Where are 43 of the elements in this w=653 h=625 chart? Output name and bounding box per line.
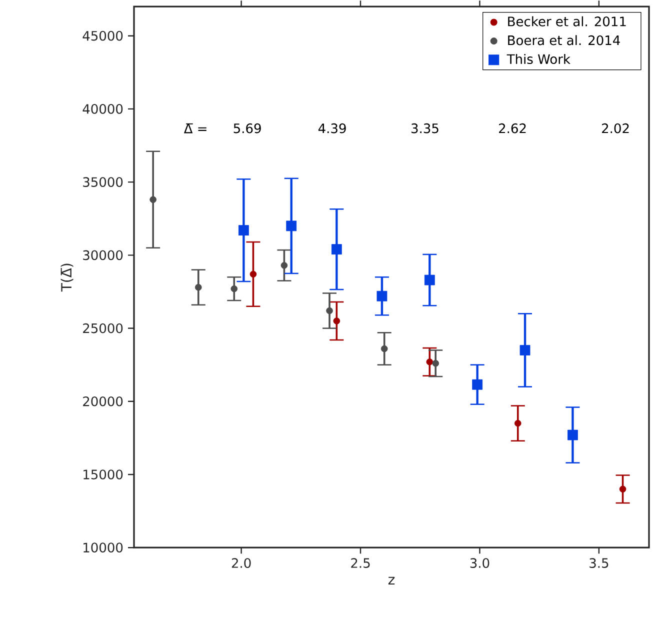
point <box>568 430 578 440</box>
point <box>333 318 340 325</box>
y-axis-title: T(Δ̅) <box>60 264 74 292</box>
x-tick-label: 3.5 <box>590 558 608 568</box>
y-tick-label: 25000 <box>83 324 123 334</box>
y-tick-label: 35000 <box>83 177 123 188</box>
annotation: 5.69 <box>234 124 261 134</box>
point <box>286 220 297 232</box>
y-tick-label: 40000 <box>82 104 123 114</box>
x-axis-title: z <box>388 577 395 585</box>
point <box>230 286 238 292</box>
point <box>326 308 333 314</box>
x-tick-label: 2.5 <box>351 558 370 568</box>
point <box>238 225 249 236</box>
x-tick-label: 2.0 <box>232 558 251 568</box>
point <box>424 275 435 286</box>
legend-label: Becker et al. 2011 <box>508 16 626 27</box>
point <box>619 486 626 493</box>
annotation: 4.39 <box>318 124 346 134</box>
y-tick-label: 30000 <box>83 250 123 260</box>
y-tick-label: 15000 <box>84 470 123 480</box>
point <box>514 420 522 427</box>
y-tick-label: 10000 <box>84 542 123 553</box>
legend-label: This Work <box>506 54 570 64</box>
point <box>472 380 483 390</box>
point <box>331 244 342 255</box>
y-tick-label: 20000 <box>83 396 123 406</box>
annotation: Δ̅ = <box>184 124 206 134</box>
point <box>250 270 257 278</box>
point <box>380 346 388 352</box>
x-tick-label: 3.0 <box>470 558 490 568</box>
annotation: 2.62 <box>499 124 526 134</box>
annotation: 3.35 <box>411 124 438 134</box>
point <box>520 345 530 356</box>
legend-label: Boera et al. 2014 <box>508 35 620 46</box>
point <box>150 196 156 204</box>
point <box>194 284 202 291</box>
point <box>280 262 288 269</box>
point <box>426 358 434 366</box>
point <box>432 360 440 367</box>
y-tick-label: 45000 <box>82 31 123 41</box>
point <box>376 291 388 302</box>
annotation: 2.02 <box>602 124 629 134</box>
